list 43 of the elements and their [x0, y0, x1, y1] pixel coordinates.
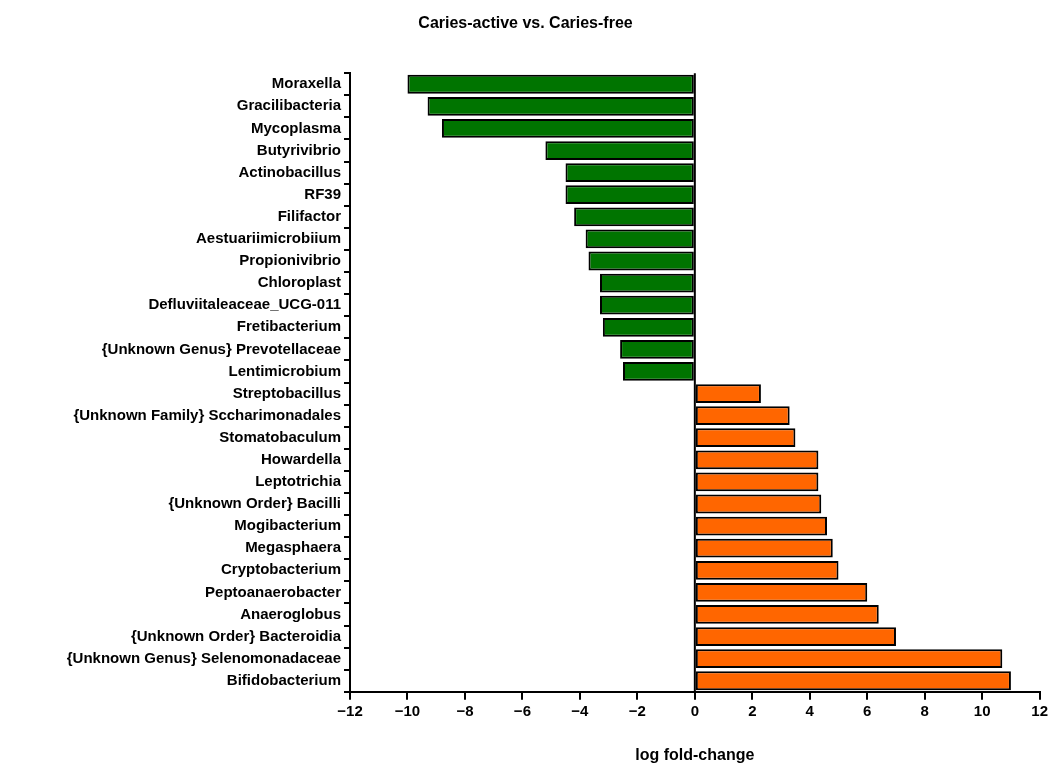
y-tick-label: Howardella	[260, 449, 342, 467]
y-tick-label: {Unknown Order} Bacteroidia	[130, 626, 342, 644]
y-tick-label: Propionivibrio	[239, 251, 341, 269]
y-tick-label: Mogibacterium	[234, 516, 341, 534]
y-tick-label: Actinobacillus	[238, 162, 341, 180]
y-tick-label: Fretibacterium	[236, 317, 341, 335]
y-tick-label: Streptobacillus	[232, 383, 341, 401]
y-tick-label: Chloroplast	[257, 273, 341, 291]
x-tick-label: −8	[456, 701, 474, 719]
y-tick-label: {Unknown Order} Bacilli	[168, 494, 341, 512]
y-tick-label: Defluviitaleaceae_UCG-011	[148, 295, 341, 313]
x-tick-label: 10	[973, 701, 991, 719]
x-tick-label: 8	[920, 701, 929, 719]
y-tick-label: {Unknown Genus} Prevotellaceae	[101, 339, 341, 357]
y-tick-label: Megasphaera	[245, 538, 342, 556]
x-tick-label: −4	[571, 701, 590, 719]
x-tick-label: 6	[863, 701, 872, 719]
x-tick-label: −10	[394, 701, 421, 719]
y-tick-label: Moraxella	[271, 74, 342, 92]
x-tick-label: 2	[748, 701, 757, 719]
y-tick-label: {Unknown Genus} Selenomonadaceae	[66, 648, 341, 666]
x-tick-label: −2	[628, 701, 646, 719]
y-tick-label: Filifactor	[277, 206, 342, 224]
x-tick-label: −6	[513, 701, 531, 719]
y-tick-label: Mycoplasma	[250, 118, 342, 136]
x-tick-label: 0	[690, 701, 699, 719]
y-tick-label: Bifidobacterium	[226, 670, 341, 688]
chart-title: Caries-active vs. Caries-free	[418, 14, 633, 32]
y-tick-label: Aestuariimicrobiium	[195, 229, 341, 247]
y-tick-label: Butyrivibrio	[256, 140, 341, 158]
x-axis-title: log fold-change	[635, 745, 755, 763]
x-tick-label: −12	[337, 701, 363, 719]
y-tick-label: Stomatobaculum	[219, 427, 341, 445]
y-tick-label: Gracilibacteria	[236, 96, 342, 114]
y-tick-label: Anaeroglobus	[240, 604, 341, 622]
x-tick-label: 4	[805, 701, 815, 719]
y-tick-label: Leptotrichia	[255, 472, 342, 490]
y-tick-label: RF39	[304, 184, 341, 202]
x-tick-label: 12	[1031, 701, 1048, 719]
y-tick-label: Cryptobacterium	[220, 560, 341, 578]
y-tick-label: {Unknown Family} Sccharimonadales	[73, 405, 341, 423]
y-tick-label: Peptoanaerobacter	[205, 582, 342, 600]
y-tick-label: Lentimicrobium	[228, 361, 341, 379]
